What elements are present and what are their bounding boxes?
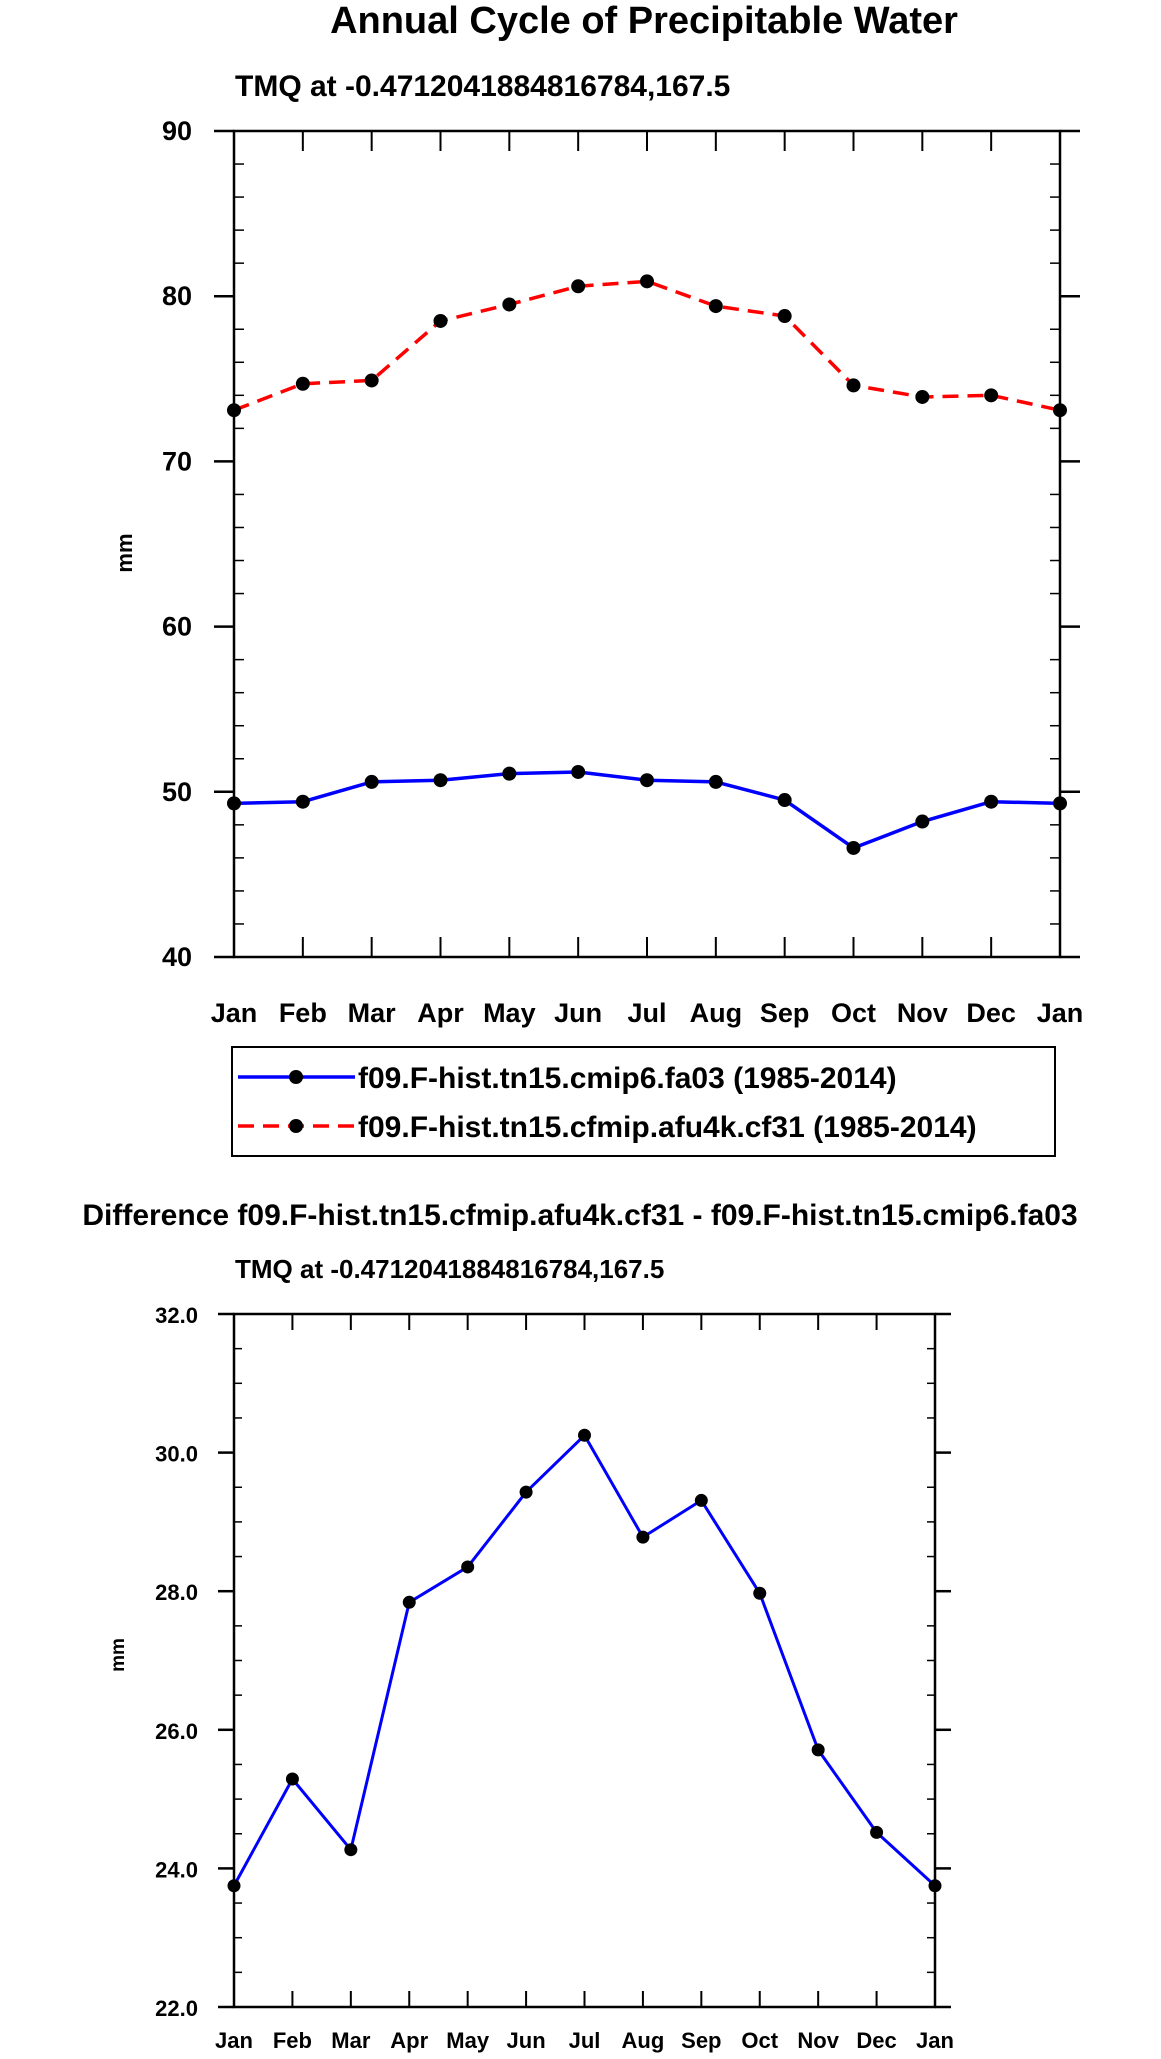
data-point xyxy=(227,403,241,418)
y-tick-label: 30.0 xyxy=(155,1442,198,1467)
data-point xyxy=(694,1493,708,1507)
chart2-subtitle: TMQ at -0.4712041884816784,167.5 xyxy=(235,1254,664,1284)
legend-marker-series-2 xyxy=(289,1119,303,1133)
data-point xyxy=(870,1825,884,1839)
x-tick-label: Oct xyxy=(831,998,876,1028)
y-tick-label: 28.0 xyxy=(155,1580,198,1605)
data-point xyxy=(461,1560,475,1574)
x-tick-label: Jul xyxy=(569,2028,601,2053)
data-point xyxy=(846,840,861,855)
data-point xyxy=(636,1530,650,1544)
y-tick-label: 60 xyxy=(162,612,192,642)
plot-frame xyxy=(232,129,1062,959)
data-point xyxy=(708,299,723,314)
chart2-title: Difference f09.F-hist.tn15.cfmip.afu4k.c… xyxy=(82,1199,1077,1232)
data-point xyxy=(777,309,792,324)
x-tick-label: Jan xyxy=(215,2028,253,2053)
data-point xyxy=(519,1485,533,1499)
x-tick-label: Nov xyxy=(797,2028,839,2053)
series-line-2 xyxy=(233,279,1061,412)
data-point xyxy=(811,1743,825,1757)
x-tick-label: Jan xyxy=(1037,998,1084,1028)
chart1-title: Annual Cycle of Precipitable Water xyxy=(330,0,958,42)
data-point xyxy=(640,274,654,289)
y-tick-label: 50 xyxy=(162,777,192,807)
data-point xyxy=(640,773,654,788)
x-tick-label: Nov xyxy=(897,998,948,1028)
data-point xyxy=(915,389,930,404)
y-tick-label: 26.0 xyxy=(155,1719,198,1744)
x-tick-label: Sep xyxy=(760,998,810,1028)
x-tick-label: Jan xyxy=(916,2028,954,2053)
x-tick-label: Jun xyxy=(507,2028,546,2053)
y-tick-label: 80 xyxy=(162,281,192,311)
legend-label-series-1: f09.F-hist.tn15.cmip6.fa03 (1985-2014) xyxy=(358,1062,897,1095)
data-point xyxy=(364,774,379,789)
y-tick-label: 70 xyxy=(162,446,192,476)
chart1-legend: f09.F-hist.tn15.cmip6.fa03 (1985-2014) f… xyxy=(231,1046,1056,1157)
x-tick-label: Sep xyxy=(681,2028,721,2053)
series-line-1 xyxy=(232,1433,937,1887)
x-tick-label: Mar xyxy=(348,998,397,1028)
y-tick-label: 24.0 xyxy=(155,1857,198,1882)
data-point xyxy=(1053,796,1067,811)
x-tick-label: May xyxy=(483,998,536,1028)
y-tick-label: 90 xyxy=(162,116,192,146)
plot-frame xyxy=(232,1312,937,2009)
data-point xyxy=(344,1843,358,1857)
chart2-y-axis-label: mm xyxy=(108,1638,129,1672)
data-point xyxy=(295,376,310,391)
data-point xyxy=(285,1772,299,1786)
data-point xyxy=(984,794,999,809)
x-tick-label: Aug xyxy=(622,2028,665,2053)
data-point xyxy=(928,1879,942,1893)
x-tick-label: Oct xyxy=(741,2028,778,2053)
data-point xyxy=(433,313,448,328)
data-point xyxy=(753,1586,767,1600)
data-point xyxy=(364,373,379,388)
data-point xyxy=(777,793,792,808)
data-point xyxy=(846,378,861,393)
chart1-subtitle: TMQ at -0.4712041884816784,167.5 xyxy=(235,70,730,103)
x-tick-label: May xyxy=(446,2028,490,2053)
chart1-y-axis-label: mm xyxy=(112,533,137,572)
data-point xyxy=(502,766,517,781)
data-point xyxy=(433,773,448,788)
data-point xyxy=(227,796,241,811)
legend-frame xyxy=(231,1046,1056,1157)
x-tick-label: Feb xyxy=(279,998,327,1028)
x-tick-label: Dec xyxy=(856,2028,896,2053)
x-tick-label: Aug xyxy=(690,998,742,1028)
data-point xyxy=(1053,403,1067,418)
data-point xyxy=(571,279,586,294)
y-tick-label: 32.0 xyxy=(155,1303,198,1328)
data-point xyxy=(915,814,930,829)
y-tick-label: 22.0 xyxy=(155,1996,198,2021)
chart2-plot-area: Jan Feb Mar Apr May Jun Jul Aug Sep Oct Nov Dec Jan 2… xyxy=(155,1303,954,2053)
chart1-plot-area: Jan Feb Mar Apr May Jun Jul Aug Sep Oct Nov Dec Jan 4… xyxy=(162,116,1083,1028)
data-point xyxy=(295,794,310,809)
x-tick-label: Apr xyxy=(390,2028,428,2053)
x-tick-label: Feb xyxy=(273,2028,312,2053)
data-point xyxy=(708,774,723,789)
data-point xyxy=(984,388,999,403)
x-tick-label: Jan xyxy=(211,998,258,1028)
data-point xyxy=(578,1428,591,1442)
y-tick-label: 40 xyxy=(162,942,192,972)
data-point xyxy=(571,764,586,779)
data-point xyxy=(502,297,517,312)
legend-label-series-2: f09.F-hist.tn15.cfmip.afu4k.cf31 (1985-2… xyxy=(358,1111,977,1144)
x-tick-label: Dec xyxy=(966,998,1016,1028)
data-point xyxy=(402,1595,416,1609)
x-tick-label: Jun xyxy=(554,998,602,1028)
data-point xyxy=(227,1879,241,1893)
legend-marker-series-1 xyxy=(289,1070,303,1084)
x-tick-label: Mar xyxy=(331,2028,371,2053)
x-tick-label: Apr xyxy=(417,998,464,1028)
x-tick-label: Jul xyxy=(627,998,666,1028)
